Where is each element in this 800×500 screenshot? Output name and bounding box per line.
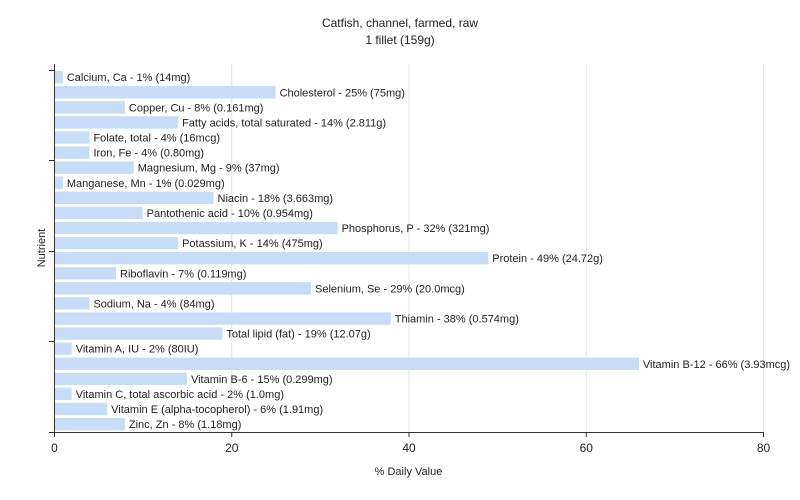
bar-value-label: Thiamin - 38% (0.574mg): [395, 314, 519, 326]
bar-value-label: Vitamin E (alpha-tocopherol) - 6% (1.91m…: [111, 404, 323, 416]
grid: [231, 64, 764, 432]
bar-value-label: Iron, Fe - 4% (0.80mg): [93, 148, 204, 160]
bar-value-label: Copper, Cu - 8% (0.161mg): [129, 102, 264, 114]
bars: [55, 71, 639, 431]
bar-value-label: Vitamin B-6 - 15% (0.299mg): [191, 374, 333, 386]
bar-value-label: Zinc, Zn - 8% (1.18mg): [129, 419, 241, 431]
bar-value-label: Cholesterol - 25% (75mg): [280, 87, 405, 99]
bar: [55, 191, 214, 205]
bar-value-label: Folate, total - 4% (16mcg): [93, 133, 220, 145]
bar: [55, 267, 117, 280]
bar: [55, 282, 312, 295]
x-tick-label: 80: [757, 441, 771, 455]
bar: [55, 101, 125, 114]
bar-value-label: Niacin - 18% (3.663mg): [218, 193, 334, 205]
x-tick-label: 40: [402, 441, 416, 455]
bar: [55, 176, 63, 189]
chart-title: Catfish, channel, farmed, raw: [321, 16, 479, 30]
bar: [55, 131, 90, 144]
x-tick-label: 60: [580, 441, 594, 455]
bar: [55, 312, 391, 325]
bar-value-label: Magnesium, Mg - 9% (37mg): [138, 163, 280, 175]
bar-labels: Calcium, Ca - 1% (14mg) Cholesterol - 25%…: [67, 72, 790, 431]
bar: [55, 116, 179, 129]
bar-value-label: Calcium, Ca - 1% (14mg): [67, 72, 190, 84]
bar: [55, 221, 338, 235]
bar: [55, 206, 143, 220]
bar: [55, 71, 63, 84]
bar-value-label: Pantothenic acid - 10% (0.954mg): [147, 208, 313, 220]
bar-value-label: Total lipid (fat) - 19% (12.07g): [226, 329, 370, 341]
x-tick-labels: 0 20 40 60 80: [51, 441, 770, 455]
bar: [55, 86, 276, 99]
bar: [55, 297, 90, 310]
bar: [55, 252, 489, 265]
x-axis-label: % Daily Value: [374, 466, 443, 478]
bar-value-label: Selenium, Se - 29% (20.0mcg): [315, 283, 465, 295]
bar: [55, 161, 134, 174]
bar: [55, 342, 72, 355]
bar-value-label: Vitamin B-12 - 66% (3.93mcg): [643, 359, 790, 371]
bar-value-label: Vitamin A, IU - 2% (80IU): [76, 344, 199, 356]
bar-value-label: Sodium, Na - 4% (84mg): [93, 298, 214, 310]
bar-value-label: Phosphorus, P - 32% (321mg): [342, 223, 490, 235]
bar: [55, 357, 639, 370]
bar: [55, 417, 125, 431]
bar: [55, 372, 187, 386]
bar: [55, 387, 72, 401]
bar: [55, 402, 108, 416]
y-axis-label: Nutrient: [36, 228, 48, 268]
bar-value-label: Protein - 49% (24.72g): [492, 253, 603, 265]
x-tick-label: 20: [225, 441, 239, 455]
bar-value-label: Riboflavin - 7% (0.119mg): [120, 268, 246, 280]
x-tick-label: 0: [51, 441, 58, 455]
axes: [49, 64, 764, 437]
bar: [55, 236, 179, 250]
bar-value-label: Vitamin C, total ascorbic acid - 2% (1.0…: [76, 389, 284, 401]
bar-value-label: Potassium, K - 14% (475mg): [182, 238, 323, 250]
bar: [55, 327, 223, 340]
bar-value-label: Fatty acids, total saturated - 14% (2.81…: [182, 117, 386, 129]
bar: [55, 146, 90, 159]
chart-subtitle: 1 fillet (159g): [365, 33, 435, 47]
bar-value-label: Manganese, Mn - 1% (0.029mg): [67, 178, 225, 190]
